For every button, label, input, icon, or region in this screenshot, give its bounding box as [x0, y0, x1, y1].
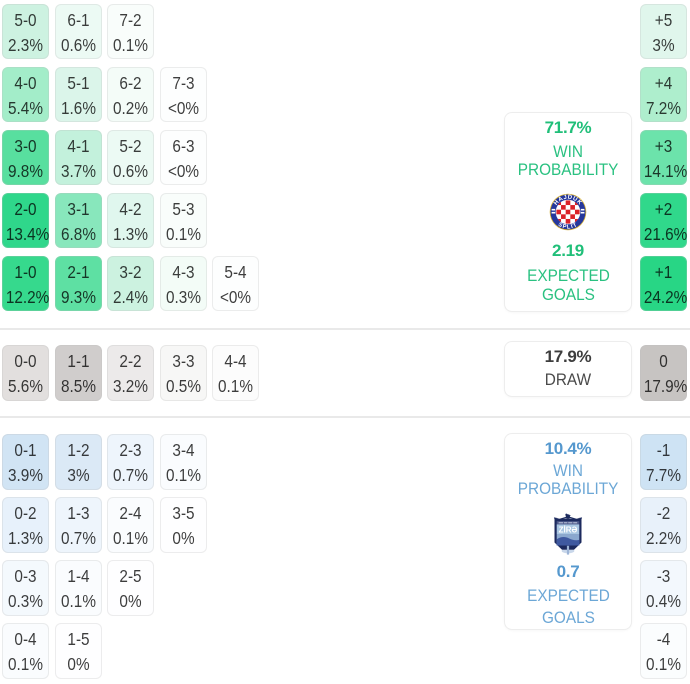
svg-text:SPLIT: SPLIT — [557, 222, 579, 231]
svg-text:ZİRƏ: ZİRƏ — [559, 526, 578, 535]
